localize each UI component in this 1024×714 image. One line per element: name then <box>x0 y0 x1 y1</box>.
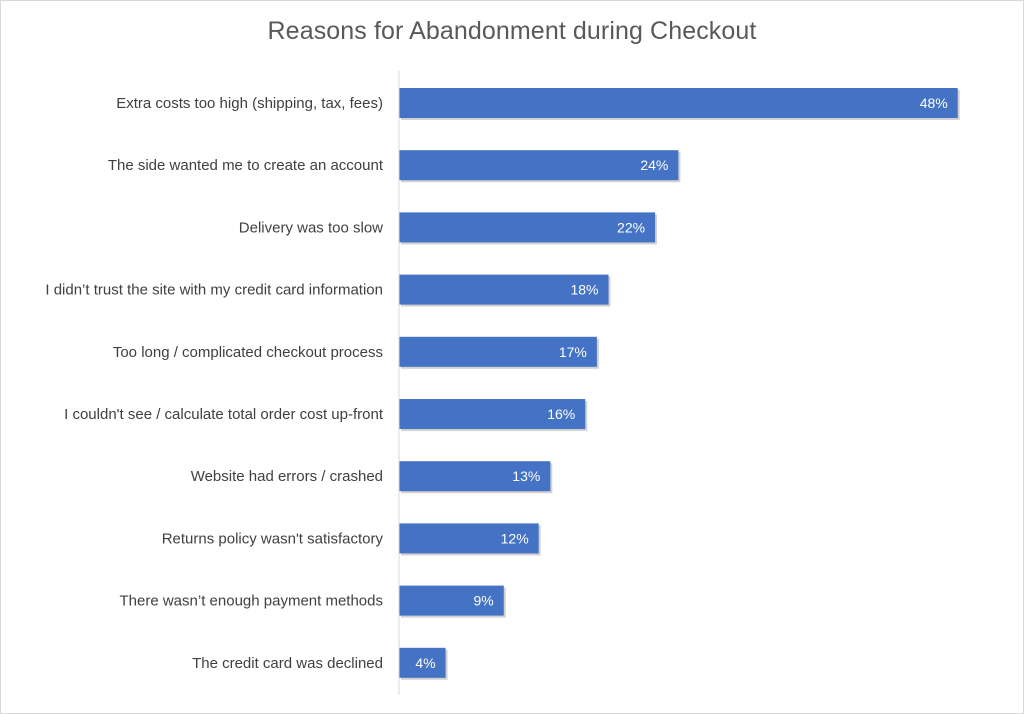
data-label: 24% <box>640 157 668 173</box>
chart-title: Reasons for Abandonment during Checkout <box>267 17 757 45</box>
data-label: 16% <box>547 406 575 422</box>
category-label: Delivery was too slow <box>239 219 383 236</box>
category-label: The credit card was declined <box>192 655 383 672</box>
bar <box>399 150 679 181</box>
category-label: Too long / complicated checkout process <box>113 344 383 361</box>
bars-layer: Extra costs too high (shipping, tax, fee… <box>45 88 960 680</box>
bar <box>399 274 609 305</box>
bar <box>399 399 586 429</box>
category-label: The side wanted me to create an account <box>108 157 384 174</box>
category-label: Returns policy wasn't satisfactory <box>162 530 384 547</box>
data-label: 12% <box>501 530 529 546</box>
category-label: Website had errors / crashed <box>191 468 383 485</box>
data-label: 4% <box>415 655 435 671</box>
category-label: Extra costs too high (shipping, tax, fee… <box>116 95 383 112</box>
bar <box>399 88 958 118</box>
data-label: 48% <box>920 95 948 111</box>
data-label: 17% <box>559 344 587 360</box>
bar <box>399 212 656 243</box>
category-label: I couldn't see / calculate total order c… <box>64 406 384 423</box>
data-label: 9% <box>474 593 494 609</box>
data-label: 22% <box>617 219 645 235</box>
category-label: I didn’t trust the site with my credit c… <box>45 282 383 299</box>
bar <box>399 523 539 554</box>
data-label: 13% <box>512 468 540 484</box>
bar <box>399 647 446 678</box>
bar <box>399 461 551 492</box>
bar <box>399 585 504 616</box>
data-label: 18% <box>570 282 598 298</box>
bar <box>399 336 597 367</box>
category-label: There wasn’t enough payment methods <box>120 593 384 610</box>
